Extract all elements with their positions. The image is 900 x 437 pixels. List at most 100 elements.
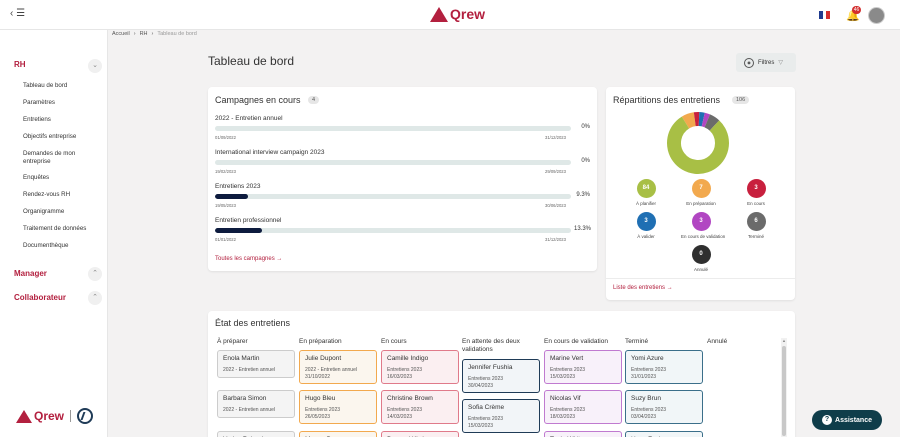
interview-card[interactable]: Enola Martin 2022 - Entretien annuel <box>217 350 295 378</box>
interview-card[interactable]: Christine Brown Entretiens 2023 14/03/2023 <box>381 390 459 424</box>
breadcrumb-current: Tableau de bord <box>157 31 197 37</box>
donut-slice <box>701 112 711 128</box>
stat-count: 3 <box>636 212 656 231</box>
interview-card-detail: Entretiens 2023 <box>468 416 504 422</box>
page-title: Tableau de bord <box>208 54 295 68</box>
stat-count: 84 <box>636 179 656 198</box>
interview-card[interactable]: Varius Roland <box>217 431 295 437</box>
sidebar-item-tableau-de-bord[interactable]: Tableau de bord <box>23 82 68 89</box>
stat-label: En cours de validation <box>681 234 726 239</box>
interview-card[interactable]: Hans Fuchs <box>625 431 703 437</box>
campaign-name: 2022 - Entretien annuel <box>215 115 283 122</box>
chevron-down-icon[interactable]: ⌄ <box>88 59 102 73</box>
breadcrumb: Accueil › RH › Tableau de bord <box>112 31 197 37</box>
sidebar-item-demandes[interactable]: Demandes de mon entreprise <box>23 150 76 165</box>
campaign-start-date: 01/09/2022 <box>215 135 236 140</box>
interview-card[interactable]: Marine Vert Entretiens 2023 15/03/2023 <box>544 350 622 384</box>
menu-toggle-icon[interactable]: ‹ ☰ <box>10 8 26 19</box>
filter-toggle-icon: ◉ <box>744 57 754 68</box>
sidebar-section-rh[interactable]: RH <box>14 60 26 69</box>
interview-card[interactable]: Manon Boyer <box>299 431 377 437</box>
filters-button[interactable]: ◉ Filtres ▽ <box>736 53 796 72</box>
interview-list-link[interactable]: Liste des entretiens → <box>613 285 673 291</box>
sidebar-item-enquetes[interactable]: Enquêtes <box>23 174 50 181</box>
assistance-button[interactable]: ? Assistance <box>812 410 882 430</box>
arrow-right-icon: → <box>276 256 283 262</box>
status-stat[interactable]: 6 Terminé <box>736 212 776 239</box>
board-column-header: En cours <box>381 338 407 345</box>
interview-card[interactable]: Bernard Kiwi <box>381 431 459 437</box>
interview-card[interactable]: Suzy Brun Entretiens 2023 03/04/2023 <box>625 390 703 424</box>
progress-fill <box>215 194 249 199</box>
interview-card-detail: 18/03/2023 <box>550 413 576 420</box>
interview-card[interactable]: Camille Indigo Entretiens 2023 16/03/2023 <box>381 350 459 384</box>
interview-card[interactable]: Yomi Azure Entretiens 2023 31/01/2023 <box>625 350 703 384</box>
sidebar-item-documentheque[interactable]: Documenthèque <box>23 242 69 249</box>
chevron-up-icon[interactable]: ⌃ <box>88 291 102 305</box>
stat-label: À valider <box>637 234 655 239</box>
status-stat[interactable]: 84 À planifier <box>626 179 666 206</box>
board-scrollbar[interactable]: ▲ <box>781 338 787 437</box>
interview-status-board: État des entretiens À préparer Enola Mart… <box>208 311 795 437</box>
campaign-percent: 13.3% <box>574 226 592 232</box>
interview-card[interactable]: Sofia Crème Entretiens 2023 15/03/2023 <box>462 399 540 433</box>
brand-logo[interactable]: Qrew <box>430 6 485 22</box>
board-column-header: En préparation <box>299 338 342 345</box>
chevron-up-icon[interactable]: ⌃ <box>88 267 102 281</box>
campaigns-card: Campagnes en cours 4 2022 - Entretien an… <box>208 87 597 271</box>
repartition-title: Répartitions des entretiens <box>613 95 721 105</box>
repartition-card: Répartitions des entretiens 106 84 À plan… <box>606 87 795 300</box>
stat-count: 3 <box>691 212 711 231</box>
interview-card[interactable]: Nicolas Vif Entretiens 2023 18/03/2023 <box>544 390 622 424</box>
status-stat[interactable]: 3 À valider <box>626 212 666 239</box>
footer-logo: Qrew <box>16 408 94 424</box>
campaign-start-date: 19/05/2023 <box>215 203 236 208</box>
all-campaigns-link[interactable]: Toutes les campagnes → <box>215 256 283 262</box>
distribution-donut-chart <box>667 112 729 174</box>
sidebar-item-entretiens[interactable]: Entretiens <box>23 116 51 123</box>
status-stat[interactable]: 3 En cours <box>736 179 776 206</box>
board-title: État des entretiens <box>215 318 291 328</box>
donut-slice <box>667 116 729 174</box>
sidebar-item-organigramme[interactable]: Organigramme <box>23 208 65 215</box>
interview-card[interactable]: Barbara Simon 2022 - Entretien annuel <box>217 390 295 418</box>
campaign-percent: 9.3% <box>576 192 590 198</box>
interview-card-detail: Entretiens 2023 <box>550 367 586 373</box>
interview-card-detail: 16/03/2023 <box>387 373 413 380</box>
interview-card[interactable]: Hugo Bleu Entretiens 2023 26/05/2023 <box>299 390 377 424</box>
sidebar-section-manager[interactable]: Manager <box>14 269 47 278</box>
campaign-end-date: 30/06/2023 <box>545 203 566 208</box>
interview-card-detail: 30/04/2023 <box>468 382 494 389</box>
interview-card-detail: 14/03/2023 <box>387 413 413 420</box>
stat-count: 3 <box>746 179 766 198</box>
interview-card-name: Yomi Azure <box>631 355 664 362</box>
sidebar-item-traitement[interactable]: Traitement de données <box>23 225 87 232</box>
user-avatar[interactable] <box>868 7 885 24</box>
scroll-up-icon[interactable]: ▲ <box>782 338 786 343</box>
breadcrumb-rh[interactable]: RH <box>139 31 148 37</box>
status-stat[interactable]: 0 Annulé <box>681 245 721 272</box>
interview-card[interactable]: Tonio White <box>544 431 622 437</box>
interview-card-detail: 2022 - Entretien annuel <box>223 367 275 373</box>
interview-card[interactable]: Jennifer Fushia Entretiens 2023 30/04/2023 <box>462 359 540 393</box>
sidebar-item-objectifs[interactable]: Objectifs entreprise <box>23 133 77 140</box>
campaign-name: Entretien professionnel <box>215 217 282 224</box>
interview-card-detail: 15/03/2023 <box>550 373 576 380</box>
donut-slice <box>681 112 697 129</box>
breadcrumb-home[interactable]: Accueil <box>112 31 130 37</box>
sidebar-section-collaborateur[interactable]: Collaborateur <box>14 293 67 302</box>
status-stat[interactable]: 3 En cours de validation <box>681 212 726 239</box>
interview-card-name: Marine Vert <box>550 355 584 362</box>
interview-card-detail: Entretiens 2023 <box>468 376 504 382</box>
french-flag-icon[interactable] <box>819 11 831 19</box>
sidebar-item-rendez-vous[interactable]: Rendez-vous RH <box>23 191 71 198</box>
stat-count: 0 <box>691 245 711 264</box>
interview-card-detail: Entretiens 2023 <box>631 407 667 413</box>
campaign-end-date: 31/12/2023 <box>545 237 566 242</box>
sidebar-item-parametres[interactable]: Paramètres <box>23 99 55 106</box>
board-column-header: Terminé <box>625 338 649 345</box>
interview-card-detail: Entretiens 2023 <box>550 407 586 413</box>
status-stat[interactable]: 7 En préparation <box>681 179 721 206</box>
interview-card[interactable]: Julie Dupont 2022 - Entretien annuel 31/10… <box>299 350 377 384</box>
campaign-progress-bar <box>215 228 571 233</box>
